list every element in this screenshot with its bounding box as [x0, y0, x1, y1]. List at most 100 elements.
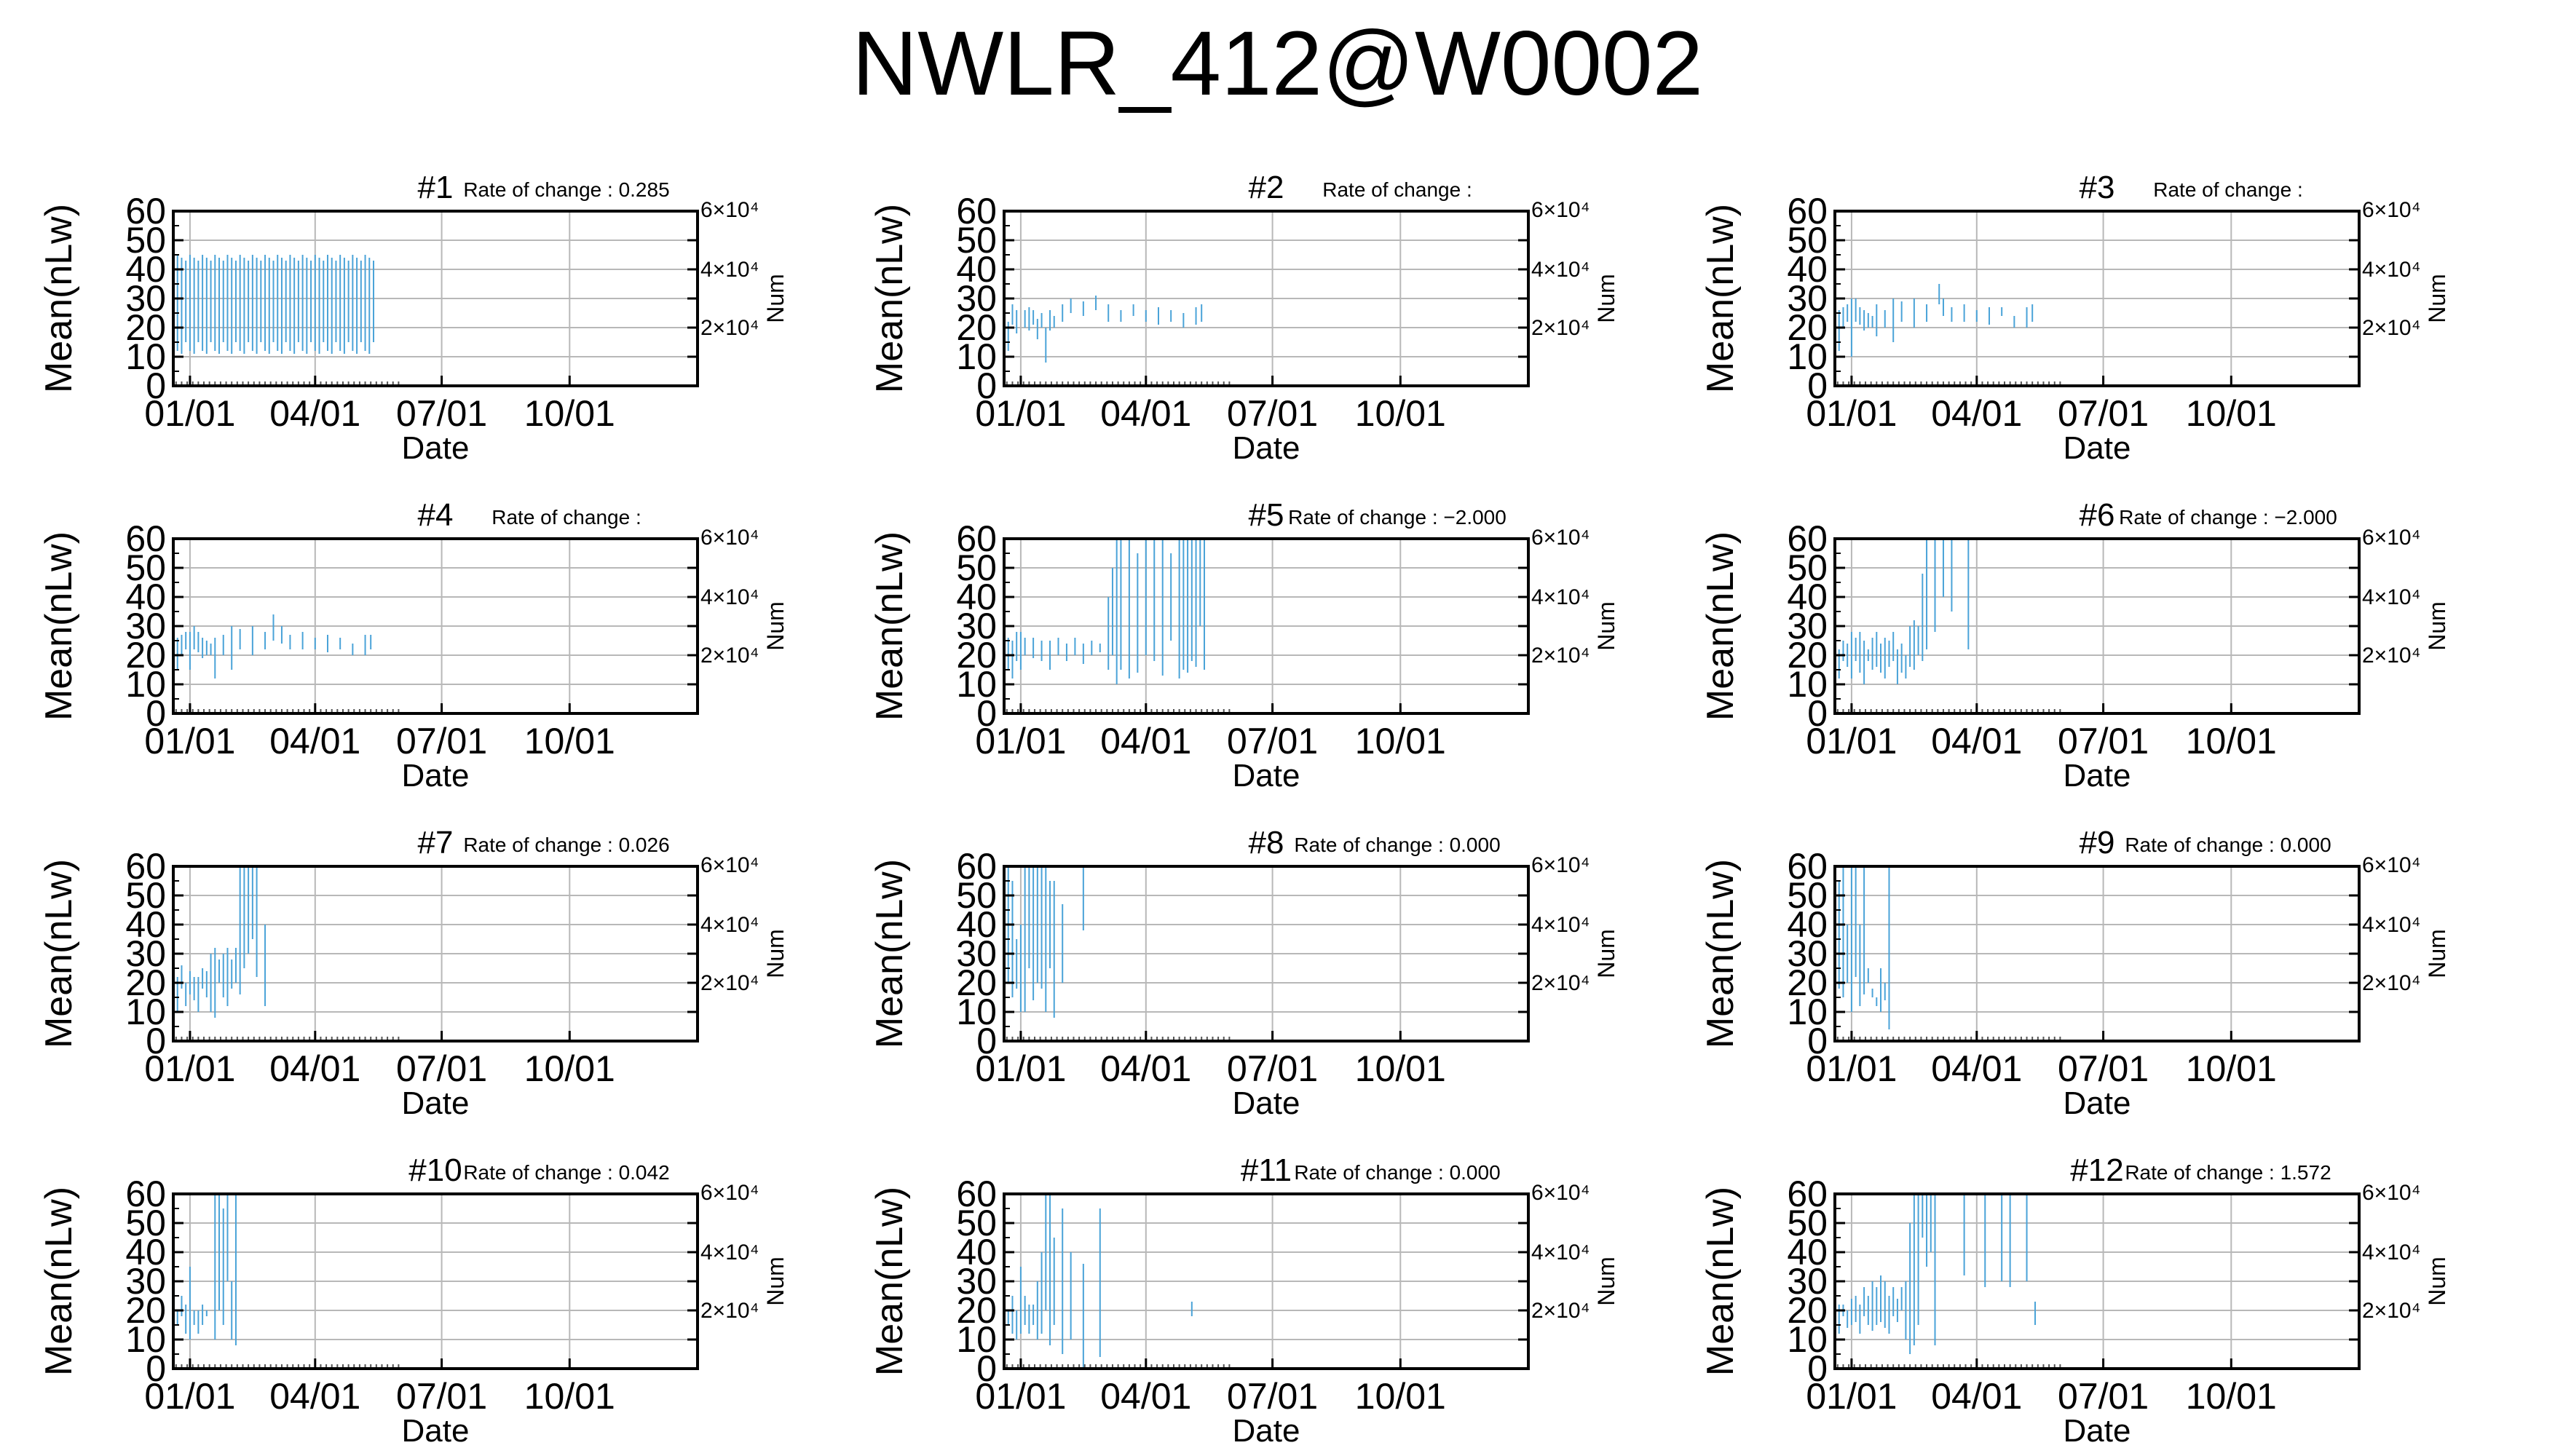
- y-tick-label: 60: [125, 191, 166, 232]
- y2-axis-label: Num: [1593, 601, 1619, 651]
- y-tick-label: 40: [956, 1232, 997, 1273]
- y2-tick-label: 4×10⁴: [2362, 1241, 2420, 1265]
- y-tick-label: 40: [956, 577, 997, 617]
- rate-of-change-label: Rate of change : 0.000: [1294, 834, 1500, 856]
- y-axis-title: Mean(nLw): [869, 531, 911, 721]
- x-axis-title: Date: [2064, 1413, 2131, 1449]
- x-tick-label: 04/01: [1100, 1376, 1191, 1417]
- y-tick-label: 0: [1807, 1348, 1828, 1389]
- y-tick-label: 50: [125, 547, 166, 588]
- x-tick-label: 01/01: [975, 1048, 1066, 1089]
- y2-tick-label: 2×10⁴: [2362, 644, 2420, 668]
- x-tick-label: 10/01: [1355, 1376, 1446, 1417]
- rate-of-change-label: Rate of change : 0.285: [463, 178, 669, 201]
- y-tick-label: 10: [956, 1319, 997, 1360]
- rate-of-change-label: Rate of change : 0.000: [2125, 834, 2331, 856]
- panel-title: #6: [2080, 497, 2115, 533]
- y-tick-label: 20: [1787, 307, 1828, 348]
- y-tick-label: 20: [956, 307, 997, 348]
- x-tick-label: 10/01: [524, 1048, 615, 1089]
- panel-title: #9: [2080, 825, 2115, 860]
- y2-tick-label: 4×10⁴: [1531, 1241, 1590, 1265]
- rate-of-change-label: Rate of change :: [491, 506, 641, 529]
- x-tick-label: 07/01: [396, 393, 487, 434]
- panel-title: #5: [1249, 497, 1284, 533]
- y-tick-label: 0: [976, 693, 997, 734]
- x-tick-label: 01/01: [975, 1376, 1066, 1417]
- panel-title: #4: [418, 497, 454, 533]
- y-tick-label: 40: [1787, 1232, 1828, 1273]
- y-tick-label: 30: [125, 1261, 166, 1302]
- y2-tick-label: 2×10⁴: [700, 971, 759, 995]
- x-tick-label: 10/01: [1355, 393, 1446, 434]
- x-axis-title: Date: [2064, 758, 2131, 794]
- y-tick-label: 50: [956, 547, 997, 588]
- y2-tick-label: 2×10⁴: [700, 316, 759, 340]
- y-tick-label: 10: [1787, 336, 1828, 377]
- y-tick-label: 0: [146, 1348, 166, 1389]
- rate-of-change-label: Rate of change : 0.026: [463, 834, 669, 856]
- y-tick-label: 0: [146, 1021, 166, 1061]
- y2-tick-label: 4×10⁴: [1531, 258, 1590, 282]
- x-tick-label: 04/01: [1931, 1376, 2022, 1417]
- rate-of-change-label: Rate of change : 1.572: [2125, 1161, 2331, 1184]
- x-tick-label: 10/01: [2186, 1376, 2277, 1417]
- x-tick-label: 04/01: [1931, 393, 2022, 434]
- y-tick-label: 40: [125, 1232, 166, 1273]
- y-tick-label: 30: [1787, 1261, 1828, 1302]
- y-tick-label: 10: [125, 664, 166, 705]
- y-tick-label: 40: [956, 249, 997, 290]
- panel-title: #11: [1241, 1152, 1292, 1188]
- y-axis-title: Mean(nLw): [869, 1187, 911, 1376]
- panel-title: #1: [418, 170, 454, 205]
- y-tick-label: 50: [1787, 875, 1828, 916]
- y-tick-label: 20: [125, 635, 166, 676]
- y-tick-label: 50: [1787, 1203, 1828, 1243]
- panel-title: #10: [408, 1152, 462, 1188]
- y-tick-label: 0: [1807, 365, 1828, 406]
- x-tick-label: 01/01: [144, 393, 235, 434]
- y-tick-label: 50: [956, 875, 997, 916]
- y-tick-label: 50: [125, 875, 166, 916]
- x-tick-label: 07/01: [396, 1376, 487, 1417]
- y2-tick-label: 6×10⁴: [1531, 526, 1590, 550]
- y2-tick-label: 4×10⁴: [700, 585, 759, 609]
- y2-tick-label: 2×10⁴: [1531, 644, 1590, 668]
- y2-tick-label: 4×10⁴: [1531, 913, 1590, 937]
- y2-tick-label: 2×10⁴: [1531, 971, 1590, 995]
- y2-tick-label: 6×10⁴: [2362, 198, 2420, 222]
- x-tick-label: 07/01: [2058, 1048, 2149, 1089]
- y-tick-label: 60: [1787, 1174, 1828, 1214]
- x-tick-label: 07/01: [1227, 721, 1318, 761]
- x-tick-label: 04/01: [1931, 721, 2022, 761]
- y-axis-title: Mean(nLw): [1699, 1187, 1742, 1376]
- y2-axis-label: Num: [762, 929, 789, 978]
- y-tick-label: 10: [1787, 992, 1828, 1032]
- y2-tick-label: 4×10⁴: [2362, 913, 2420, 937]
- x-tick-label: 01/01: [1806, 393, 1897, 434]
- y2-tick-label: 4×10⁴: [2362, 585, 2420, 609]
- y-tick-label: 50: [956, 1203, 997, 1243]
- y2-tick-label: 6×10⁴: [2362, 526, 2420, 550]
- rate-of-change-label: Rate of change : −2.000: [1288, 506, 1506, 529]
- x-tick-label: 10/01: [1355, 721, 1446, 761]
- x-tick-label: 04/01: [1100, 721, 1191, 761]
- panel-title: #7: [418, 825, 454, 860]
- y-tick-label: 10: [1787, 1319, 1828, 1360]
- y-tick-label: 10: [956, 336, 997, 377]
- y2-tick-label: 6×10⁴: [1531, 853, 1590, 877]
- x-tick-label: 07/01: [2058, 393, 2149, 434]
- y-tick-label: 20: [1787, 962, 1828, 1003]
- y-tick-label: 60: [1787, 518, 1828, 559]
- y-tick-label: 20: [1787, 1290, 1828, 1331]
- y2-tick-label: 6×10⁴: [700, 198, 759, 222]
- y-axis-title: Mean(nLw): [38, 1187, 80, 1376]
- y-tick-label: 40: [125, 577, 166, 617]
- y2-axis-label: Num: [762, 274, 789, 323]
- x-tick-label: 04/01: [269, 1376, 360, 1417]
- y-tick-label: 30: [125, 933, 166, 974]
- y-axis-title: Mean(nLw): [38, 531, 80, 721]
